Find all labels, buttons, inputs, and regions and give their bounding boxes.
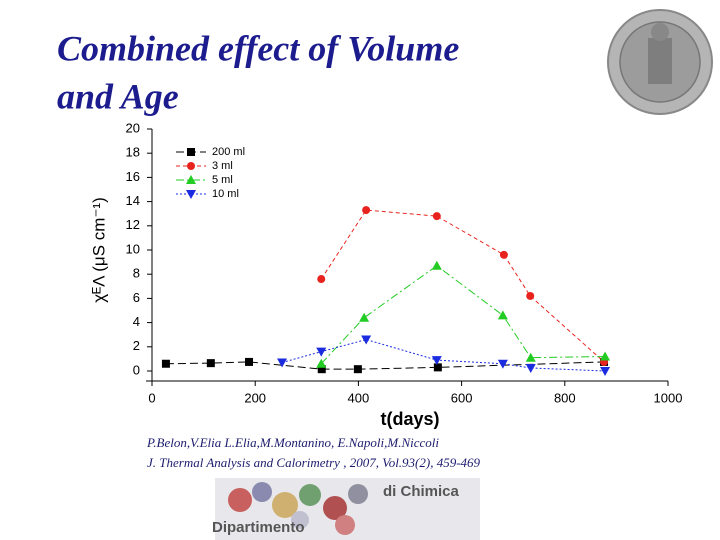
marker bbox=[433, 363, 442, 372]
y-tick-label: 20 bbox=[126, 120, 140, 135]
y-tick-label: 18 bbox=[126, 145, 140, 160]
y-tick-label: 0 bbox=[133, 362, 140, 377]
marker bbox=[525, 363, 536, 373]
marker bbox=[497, 359, 508, 369]
x-axis-label: t(days) bbox=[380, 409, 439, 429]
y-tick-label: 8 bbox=[133, 266, 140, 281]
x-tick-label: 1000 bbox=[654, 390, 683, 405]
y-tick-label: 2 bbox=[133, 338, 140, 353]
marker bbox=[362, 206, 371, 215]
y-tick-label: 6 bbox=[133, 290, 140, 305]
citation: P.Belon,V.Elia L.Elia,M.Montanino, E.Nap… bbox=[146, 435, 439, 450]
marker bbox=[187, 162, 195, 170]
marker bbox=[431, 260, 442, 270]
y-axis-label: χᴱΛ (μS cm⁻¹) bbox=[89, 197, 108, 303]
marker bbox=[186, 175, 196, 184]
marker bbox=[317, 275, 326, 284]
x-tick-label: 0 bbox=[148, 390, 155, 405]
marker bbox=[600, 351, 611, 361]
marker bbox=[361, 335, 372, 345]
y-tick-label: 12 bbox=[126, 217, 140, 232]
marker bbox=[277, 358, 288, 368]
marker bbox=[187, 148, 195, 156]
marker bbox=[206, 359, 215, 368]
x-tick-label: 600 bbox=[451, 390, 473, 405]
y-tick-label: 10 bbox=[126, 241, 140, 256]
marker bbox=[245, 357, 254, 366]
y-tick-label: 14 bbox=[126, 193, 140, 208]
marker bbox=[525, 352, 536, 362]
marker bbox=[526, 291, 535, 300]
series-line bbox=[320, 209, 605, 363]
marker bbox=[316, 347, 327, 357]
marker bbox=[431, 356, 442, 366]
marker bbox=[317, 365, 326, 374]
x-tick-label: 800 bbox=[554, 390, 576, 405]
series-line bbox=[320, 265, 606, 365]
marker bbox=[316, 358, 327, 368]
y-tick-label: 4 bbox=[133, 314, 140, 329]
logo-text: di Chimica bbox=[383, 483, 460, 500]
x-tick-label: 400 bbox=[348, 390, 370, 405]
marker bbox=[499, 250, 508, 259]
marker bbox=[497, 310, 508, 320]
x-tick-label: 200 bbox=[244, 390, 266, 405]
citation: J. Thermal Analysis and Calorimetry , 20… bbox=[147, 455, 481, 470]
slide-title: and Age bbox=[57, 76, 179, 116]
marker bbox=[186, 190, 196, 199]
marker bbox=[161, 359, 170, 368]
marker bbox=[600, 367, 611, 376]
marker bbox=[359, 312, 370, 322]
marker bbox=[432, 212, 441, 221]
logo-text: Dipartimento bbox=[212, 519, 305, 536]
slide-title: Combined effect of Volume bbox=[57, 28, 459, 68]
legend-label: 3 ml bbox=[212, 160, 233, 172]
y-tick-label: 16 bbox=[126, 169, 140, 184]
legend-label: 200 ml bbox=[212, 146, 245, 158]
legend-label: 10 ml bbox=[212, 188, 239, 200]
logo: di Chimica Dipartimento bbox=[212, 478, 480, 540]
marker bbox=[353, 365, 362, 374]
legend-label: 5 ml bbox=[212, 174, 233, 186]
seal bbox=[607, 9, 713, 115]
